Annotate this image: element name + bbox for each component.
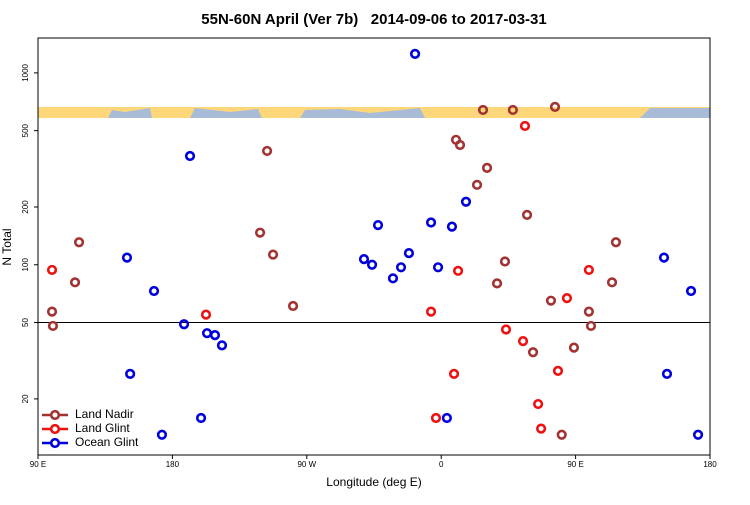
- point: [148, 285, 160, 297]
- point: [583, 306, 594, 317]
- y-tick-label: 500: [21, 123, 30, 137]
- y-tick-label: 100: [21, 258, 30, 272]
- point: [452, 265, 464, 276]
- x-tick-label: 90 E: [30, 460, 46, 469]
- point: [195, 412, 207, 424]
- point: [454, 139, 466, 151]
- point: [46, 264, 58, 276]
- point: [184, 150, 196, 162]
- point: [545, 295, 557, 306]
- point: [432, 262, 444, 273]
- point: [471, 179, 483, 190]
- point: [500, 324, 512, 335]
- point: [395, 262, 407, 273]
- point: [201, 328, 213, 339]
- point: [254, 227, 266, 238]
- point: [358, 254, 370, 265]
- point: [499, 256, 511, 267]
- point: [156, 429, 168, 440]
- y-axis-label: N Total: [0, 228, 14, 265]
- point: [561, 293, 573, 304]
- x-tick-label: 0: [439, 460, 444, 469]
- y-tick-label: 200: [21, 200, 30, 214]
- point: [209, 330, 221, 341]
- point: [568, 342, 580, 353]
- point: [549, 101, 561, 112]
- x-tick-label: 180: [166, 460, 180, 469]
- point: [73, 237, 85, 248]
- y-tick-label: 1000: [21, 63, 30, 81]
- point: [267, 249, 279, 260]
- point: [46, 306, 58, 317]
- point: [661, 368, 673, 379]
- point: [583, 264, 594, 276]
- point: [372, 219, 384, 231]
- point: [685, 285, 697, 297]
- point: [460, 196, 472, 207]
- legend-marker: [49, 409, 61, 421]
- point: [216, 340, 228, 351]
- map-strip: [38, 107, 710, 118]
- point: [387, 273, 399, 284]
- x-tick-label: 90 W: [297, 460, 316, 469]
- point: [403, 248, 415, 259]
- point: [261, 145, 273, 157]
- x-tick-label: 90 E: [567, 460, 583, 469]
- y-tick-label: 50: [21, 318, 30, 327]
- y-tick-label: 20: [21, 394, 30, 403]
- point: [430, 412, 442, 424]
- point: [527, 347, 539, 358]
- point: [481, 162, 493, 173]
- point: [477, 104, 489, 116]
- point: [441, 412, 452, 424]
- point: [521, 209, 533, 220]
- legend-marker: [49, 437, 61, 449]
- point: [606, 277, 618, 288]
- point: [519, 120, 531, 132]
- point: [448, 368, 460, 379]
- point: [658, 252, 670, 263]
- x-tick-label: 180: [703, 460, 717, 469]
- point: [692, 429, 704, 440]
- point: [121, 252, 133, 263]
- legend-label: Ocean Glint: [75, 435, 139, 449]
- point: [610, 237, 622, 248]
- point: [178, 319, 190, 330]
- point: [507, 104, 518, 116]
- point: [69, 277, 81, 288]
- legend-label: Land Nadir: [75, 407, 134, 421]
- point: [446, 221, 458, 232]
- point: [366, 259, 378, 270]
- point: [491, 278, 503, 289]
- chart-title: 55N-60N April (Ver 7b) 2014-09-06 to 201…: [201, 11, 546, 28]
- point: [409, 48, 421, 59]
- point: [47, 320, 59, 332]
- point: [287, 300, 299, 312]
- point: [125, 368, 136, 379]
- legend-marker: [49, 423, 61, 435]
- point: [517, 336, 529, 347]
- legend-label: Land Glint: [75, 421, 130, 435]
- point: [585, 320, 597, 332]
- point: [556, 429, 567, 440]
- point: [552, 365, 564, 376]
- point: [200, 309, 212, 320]
- plot-frame: [37, 37, 711, 456]
- point: [533, 398, 544, 410]
- point: [536, 423, 547, 434]
- x-axis-label: Longitude (deg E): [326, 475, 421, 489]
- point: [425, 217, 437, 228]
- point: [425, 306, 437, 317]
